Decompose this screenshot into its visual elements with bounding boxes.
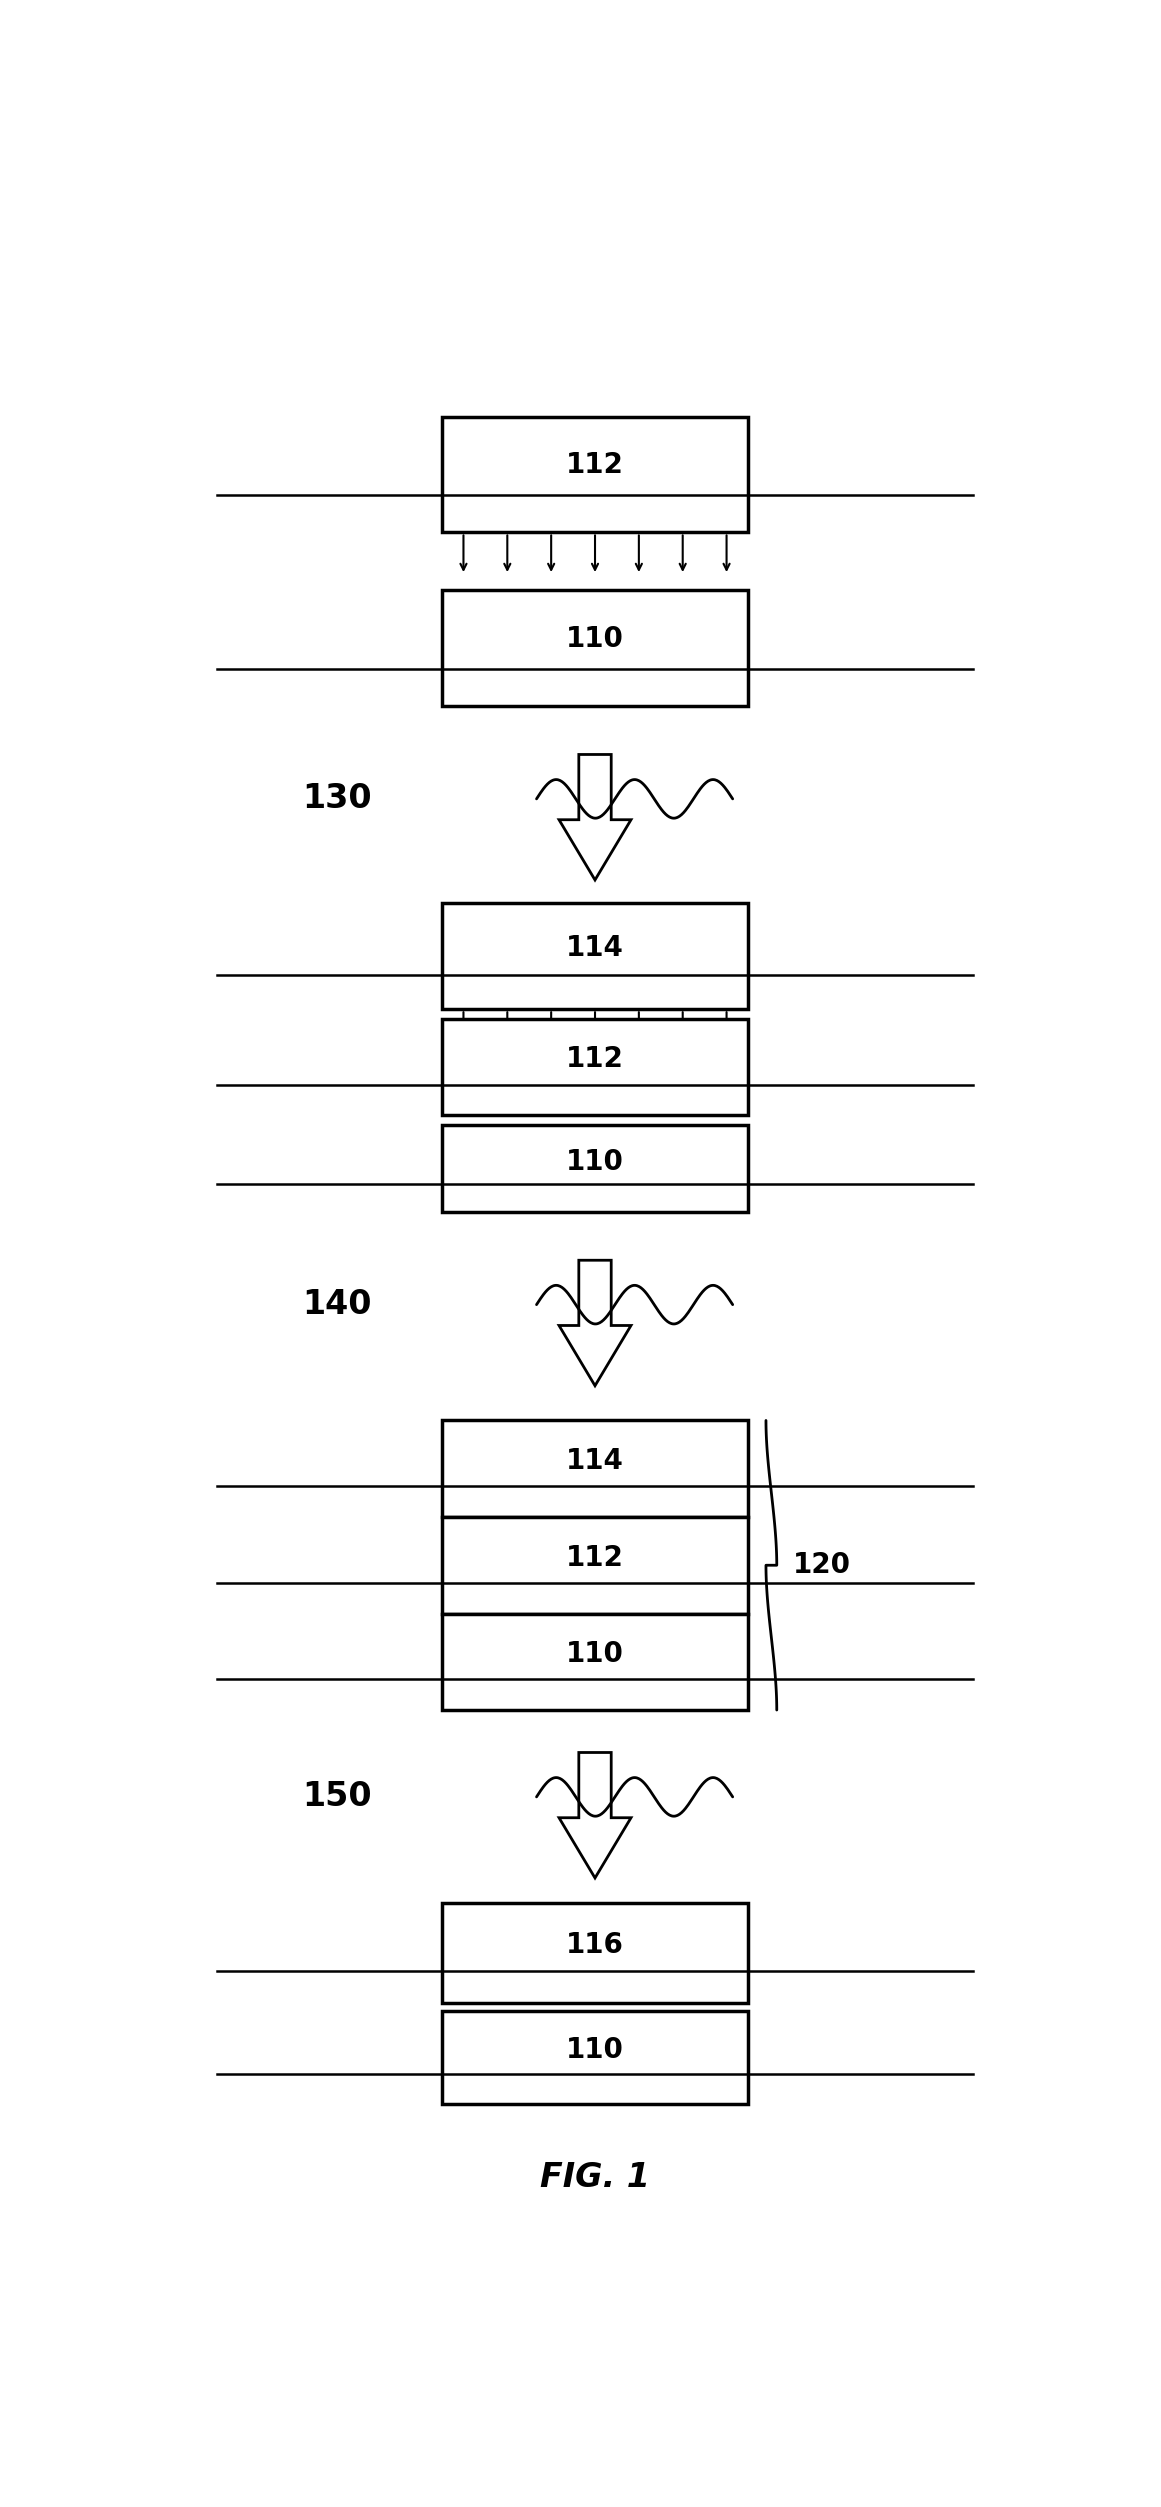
- Text: 114: 114: [567, 933, 623, 963]
- Bar: [442, 1126, 748, 1211]
- Text: 110: 110: [567, 624, 623, 652]
- Bar: [442, 1615, 748, 1710]
- Bar: [442, 1421, 748, 1517]
- Polygon shape: [560, 1752, 632, 1878]
- Text: 116: 116: [567, 1930, 623, 1960]
- Text: 140: 140: [303, 1289, 372, 1321]
- Bar: [442, 1903, 748, 2003]
- Bar: [442, 1517, 748, 1615]
- Bar: [442, 1018, 748, 1116]
- Text: 110: 110: [567, 1148, 623, 1176]
- Bar: [442, 2011, 748, 2103]
- Text: FIG. 1: FIG. 1: [540, 2161, 650, 2194]
- Text: 130: 130: [303, 782, 373, 815]
- Bar: [442, 903, 748, 1010]
- Bar: [442, 592, 748, 707]
- Bar: [442, 416, 748, 531]
- Text: 112: 112: [567, 1045, 623, 1073]
- Text: 114: 114: [567, 1447, 623, 1474]
- Polygon shape: [560, 755, 632, 880]
- Text: 110: 110: [567, 2036, 623, 2063]
- Text: 150: 150: [303, 1780, 373, 1813]
- Text: 112: 112: [567, 451, 623, 479]
- Text: 120: 120: [793, 1552, 851, 1579]
- Text: 112: 112: [567, 1544, 623, 1572]
- Polygon shape: [560, 1261, 632, 1386]
- Text: 110: 110: [567, 1640, 623, 1667]
